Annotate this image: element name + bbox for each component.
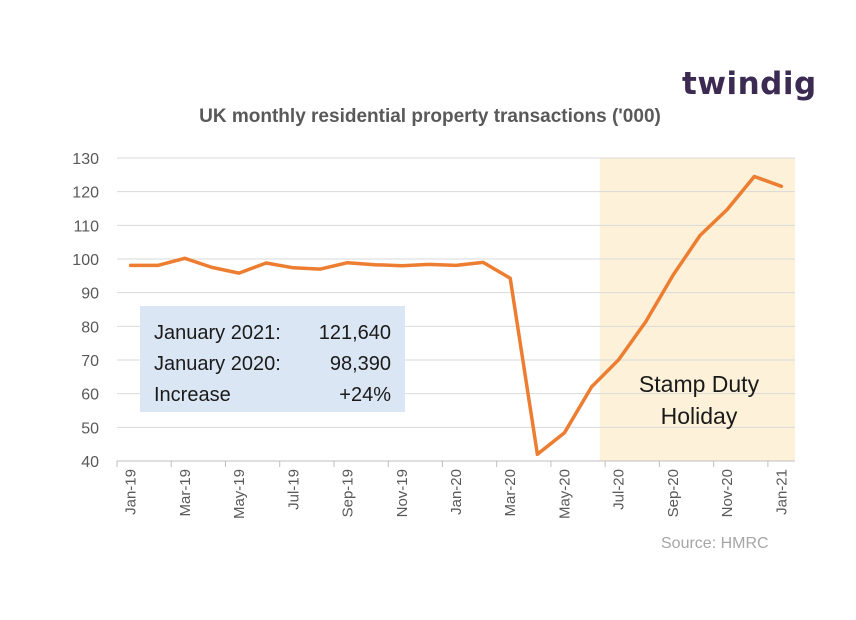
- twindig-logo: twindig: [682, 66, 817, 102]
- x-tick-label: Jan-21: [773, 469, 790, 515]
- chart-title: UK monthly residential property transact…: [199, 106, 661, 127]
- x-tick-label: Mar-20: [502, 469, 519, 517]
- source-note: Source: HMRC: [661, 535, 769, 552]
- x-tick-label: Nov-20: [719, 469, 736, 517]
- y-tick-label: 50: [81, 420, 99, 437]
- x-tick-label: Jul-20: [611, 469, 628, 510]
- info-label: January 2020:: [154, 353, 281, 375]
- x-tick-label: Mar-19: [177, 469, 194, 517]
- y-tick-label: 100: [72, 252, 99, 269]
- x-axis-ticks: Jan-19 Mar-19 May-19 Jul-19 Sep-19 Nov-19 Jan-…: [123, 469, 791, 519]
- y-tick-label: 80: [81, 319, 99, 336]
- y-axis-ticks: 130 120 110 100 90 80 70 60 50 40: [72, 151, 99, 471]
- x-tick-label: Sep-19: [340, 469, 357, 517]
- y-tick-label: 70: [81, 353, 99, 370]
- info-value: 121,640: [318, 322, 391, 344]
- y-tick-label: 110: [73, 218, 99, 235]
- x-tick-label: May-20: [556, 469, 573, 519]
- stamp-duty-holiday-label: Stamp Duty Holiday: [604, 368, 794, 432]
- info-label: January 2021:: [154, 322, 281, 344]
- x-tick-label: Nov-19: [394, 469, 411, 517]
- holiday-label-line2: Holiday: [660, 403, 738, 429]
- x-tick-label: May-19: [231, 469, 248, 519]
- y-tick-label: 40: [81, 454, 99, 471]
- y-tick-label: 60: [81, 387, 99, 404]
- y-tick-label: 120: [72, 185, 99, 202]
- x-tick-label: Jan-19: [123, 469, 140, 515]
- x-tick-label: Jan-20: [448, 469, 465, 515]
- x-tick-label: Jul-19: [285, 469, 302, 510]
- info-label: Increase: [154, 384, 231, 406]
- x-tick-label: Sep-20: [665, 469, 682, 517]
- info-value: +24%: [339, 384, 391, 406]
- info-row-increase: Increase +24%: [154, 380, 391, 411]
- info-value: 98,390: [329, 353, 391, 375]
- info-row-jan-2021: January 2021: 121,640: [154, 318, 391, 349]
- y-tick-label: 90: [81, 286, 99, 303]
- x-axis: [116, 460, 795, 467]
- stamp-duty-holiday-region: [599, 158, 795, 461]
- info-box: January 2021: 121,640 January 2020: 98,3…: [140, 306, 405, 412]
- series-line: [128, 174, 784, 457]
- info-row-jan-2020: January 2020: 98,390: [154, 349, 391, 380]
- y-tick-label: 130: [72, 151, 99, 168]
- holiday-label-line1: Stamp Duty: [638, 371, 760, 397]
